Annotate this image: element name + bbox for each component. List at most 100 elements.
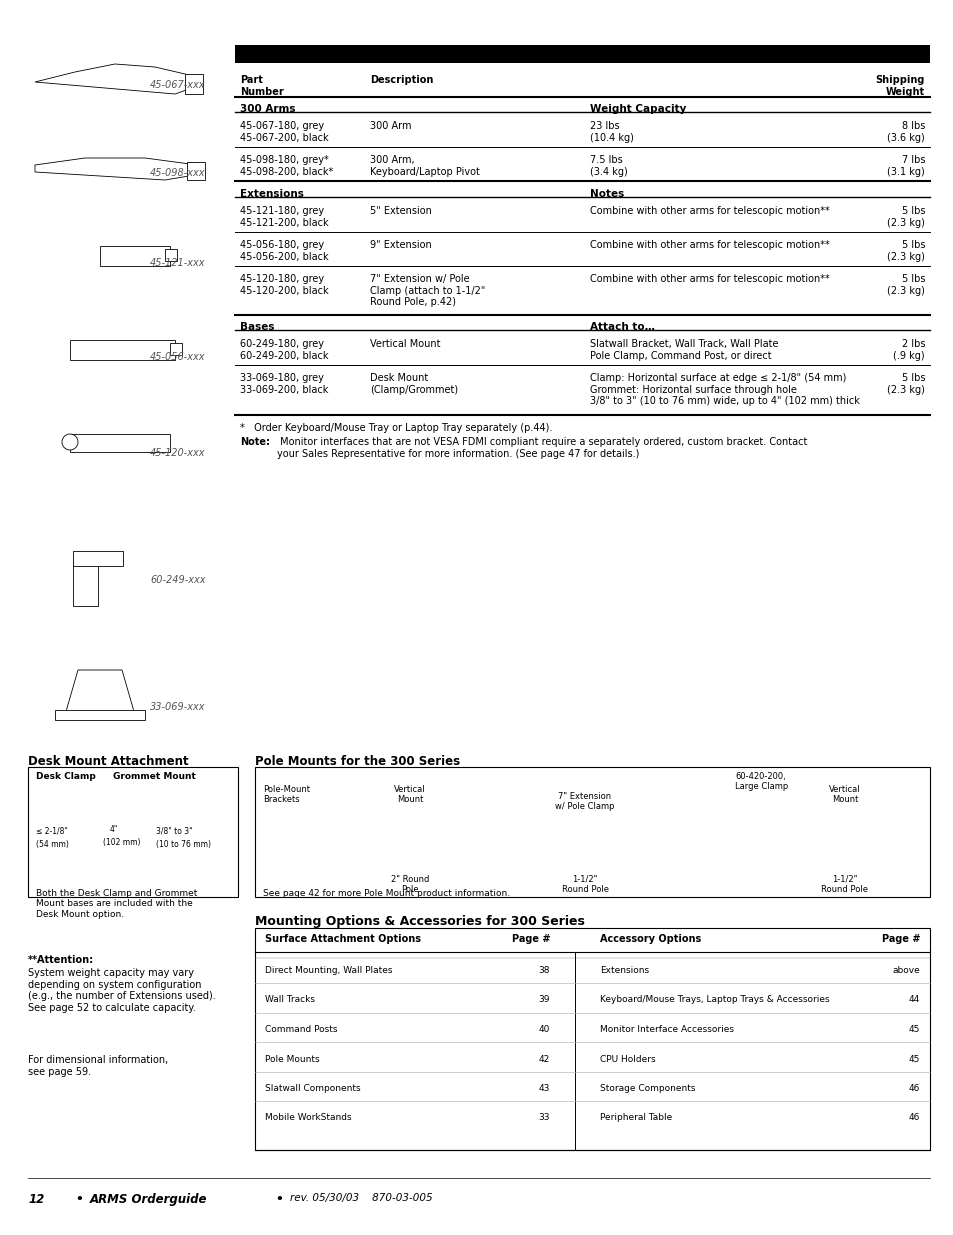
Text: ≤ 2-1/8": ≤ 2-1/8"	[36, 827, 68, 836]
Text: 300 Arm: 300 Arm	[370, 121, 411, 131]
Text: •: •	[274, 1193, 283, 1207]
Text: CPU Holders: CPU Holders	[599, 1055, 655, 1063]
Text: (54 mm): (54 mm)	[36, 840, 69, 848]
Text: 45-121-xxx: 45-121-xxx	[150, 258, 205, 268]
Text: Pole Mounts: Pole Mounts	[265, 1055, 319, 1063]
Text: Pole Mounts for the 300 Series: Pole Mounts for the 300 Series	[254, 755, 459, 768]
Text: 300 Arms: 300 Arms	[240, 104, 295, 114]
Text: Shipping
Weight: Shipping Weight	[875, 75, 924, 96]
Text: 45-120-xxx: 45-120-xxx	[150, 448, 205, 458]
Text: 300 Arm,
Keyboard/Laptop Pivot: 300 Arm, Keyboard/Laptop Pivot	[370, 156, 479, 177]
Bar	[70, 340, 174, 359]
Text: Clamp: Horizontal surface at edge ≤ 2-1/8" (54 mm)
Grommet: Horizontal surface t: Clamp: Horizontal surface at edge ≤ 2-1/…	[589, 373, 859, 406]
Text: (10 to 76 mm): (10 to 76 mm)	[156, 840, 211, 848]
Text: 45: 45	[907, 1025, 919, 1034]
Text: 33: 33	[537, 1114, 550, 1123]
Bar	[165, 249, 177, 261]
Text: Note:: Note:	[240, 437, 270, 447]
Text: Both the Desk Clamp and Grommet
Mount bases are included with the
Desk Mount opt: Both the Desk Clamp and Grommet Mount ba…	[36, 889, 197, 919]
Text: 46: 46	[907, 1084, 919, 1093]
Text: Slatwall Components: Slatwall Components	[265, 1084, 360, 1093]
Text: Keyboard/Mouse Trays, Laptop Trays & Accessories: Keyboard/Mouse Trays, Laptop Trays & Acc…	[599, 995, 829, 1004]
Text: Weight Capacity: Weight Capacity	[589, 104, 685, 114]
Text: 5 lbs
(2.3 kg): 5 lbs (2.3 kg)	[886, 240, 924, 262]
Text: rev. 05/30/03    870-03-005: rev. 05/30/03 870-03-005	[290, 1193, 432, 1203]
Text: Combine with other arms for telescopic motion**: Combine with other arms for telescopic m…	[589, 240, 829, 249]
Text: Grommet Mount: Grommet Mount	[112, 772, 195, 781]
Text: 12: 12	[28, 1193, 44, 1207]
Polygon shape	[35, 158, 194, 180]
Text: *   Order Keyboard/Mouse Tray or Laptop Tray separately (p.44).: * Order Keyboard/Mouse Tray or Laptop Tr…	[240, 424, 552, 433]
Text: Pole-Mount
Brackets: Pole-Mount Brackets	[263, 785, 310, 804]
Text: Page #: Page #	[511, 934, 550, 944]
Text: Monitor interfaces that are not VESA FDMI compliant require a separately ordered: Monitor interfaces that are not VESA FDM…	[276, 437, 806, 458]
Text: Extensions: Extensions	[599, 966, 648, 974]
Text: Peripheral Table: Peripheral Table	[599, 1114, 672, 1123]
Text: 5 lbs
(2.3 kg): 5 lbs (2.3 kg)	[886, 373, 924, 395]
Text: Page #: Page #	[881, 934, 919, 944]
Text: 39: 39	[537, 995, 550, 1004]
Polygon shape	[65, 671, 135, 715]
Text: 33-069-xxx: 33-069-xxx	[150, 701, 205, 713]
Text: 8 lbs
(3.6 kg): 8 lbs (3.6 kg)	[886, 121, 924, 142]
Text: Vertical
Mount: Vertical Mount	[394, 785, 425, 804]
Text: Desk Mount Attachment: Desk Mount Attachment	[28, 755, 189, 768]
Text: Vertical Mount: Vertical Mount	[370, 338, 440, 350]
Text: 2" Round
Pole: 2" Round Pole	[391, 876, 429, 894]
Text: 23 lbs
(10.4 kg): 23 lbs (10.4 kg)	[589, 121, 633, 142]
Text: 4": 4"	[110, 825, 118, 834]
Bar	[100, 246, 170, 266]
Text: 40: 40	[538, 1025, 550, 1034]
Text: 45-098-180, grey*
45-098-200, black*: 45-098-180, grey* 45-098-200, black*	[240, 156, 333, 177]
Text: 9" Extension: 9" Extension	[370, 240, 432, 249]
Text: Desk Clamp: Desk Clamp	[36, 772, 95, 781]
Text: above: above	[891, 966, 919, 974]
Text: Attach to…: Attach to…	[589, 322, 654, 332]
Text: **Attention:: **Attention:	[28, 955, 94, 965]
Text: Vertical
Mount: Vertical Mount	[828, 785, 860, 804]
Text: 7" Extension
w/ Pole Clamp: 7" Extension w/ Pole Clamp	[555, 792, 614, 811]
Text: 46: 46	[907, 1114, 919, 1123]
Text: 33-069-180, grey
33-069-200, black: 33-069-180, grey 33-069-200, black	[240, 373, 328, 395]
Text: (102 mm): (102 mm)	[103, 839, 140, 847]
Text: 300 Series – Individual Components: 300 Series – Individual Components	[240, 44, 489, 58]
Text: Desk Mount
(Clamp/Grommet): Desk Mount (Clamp/Grommet)	[370, 373, 457, 395]
Text: Slatwall Bracket, Wall Track, Wall Plate
Pole Clamp, Command Post, or direct: Slatwall Bracket, Wall Track, Wall Plate…	[589, 338, 778, 361]
Text: Bases: Bases	[240, 322, 274, 332]
Text: Surface Attachment Options: Surface Attachment Options	[265, 934, 420, 944]
Text: Extensions: Extensions	[240, 189, 304, 199]
Text: 38: 38	[537, 966, 550, 974]
Text: 5 lbs
(2.3 kg): 5 lbs (2.3 kg)	[886, 274, 924, 295]
Text: Command Posts: Command Posts	[265, 1025, 337, 1034]
Text: Accessory Options: Accessory Options	[599, 934, 700, 944]
Text: Notes: Notes	[589, 189, 623, 199]
Bar	[55, 710, 145, 720]
Text: 45-067-180, grey
45-067-200, black: 45-067-180, grey 45-067-200, black	[240, 121, 328, 142]
Bar	[73, 551, 123, 566]
Polygon shape	[35, 64, 194, 94]
Text: 60-249-xxx: 60-249-xxx	[150, 576, 205, 585]
Text: Storage Components: Storage Components	[599, 1084, 695, 1093]
Text: Combine with other arms for telescopic motion**: Combine with other arms for telescopic m…	[589, 206, 829, 216]
Text: 45-067-xxx: 45-067-xxx	[150, 80, 205, 90]
Text: Mounting Options & Accessories for 300 Series: Mounting Options & Accessories for 300 S…	[254, 915, 584, 927]
Text: Monitor Interface Accessories: Monitor Interface Accessories	[599, 1025, 733, 1034]
Text: 5" Extension: 5" Extension	[370, 206, 432, 216]
Text: 3/8" to 3": 3/8" to 3"	[156, 827, 193, 836]
Bar	[234, 46, 929, 63]
Bar	[70, 433, 170, 452]
Text: 7 lbs
(3.1 kg): 7 lbs (3.1 kg)	[886, 156, 924, 177]
Text: 1-1/2"
Round Pole: 1-1/2" Round Pole	[821, 876, 867, 894]
Text: 44: 44	[908, 995, 919, 1004]
Text: Mobile WorkStands: Mobile WorkStands	[265, 1114, 352, 1123]
Bar	[28, 767, 237, 897]
Text: 45-120-180, grey
45-120-200, black: 45-120-180, grey 45-120-200, black	[240, 274, 328, 295]
Text: 45-056-180, grey
45-056-200, black: 45-056-180, grey 45-056-200, black	[240, 240, 328, 262]
Text: 2 lbs
(.9 kg): 2 lbs (.9 kg)	[892, 338, 924, 361]
Text: See page 42 for more Pole Mount product information.: See page 42 for more Pole Mount product …	[263, 889, 510, 898]
Text: Direct Mounting, Wall Plates: Direct Mounting, Wall Plates	[265, 966, 392, 974]
Text: 60-249-180, grey
60-249-200, black: 60-249-180, grey 60-249-200, black	[240, 338, 328, 361]
Text: 45-056-xxx: 45-056-xxx	[150, 352, 205, 362]
Text: •: •	[75, 1193, 83, 1207]
Bar	[170, 343, 182, 354]
